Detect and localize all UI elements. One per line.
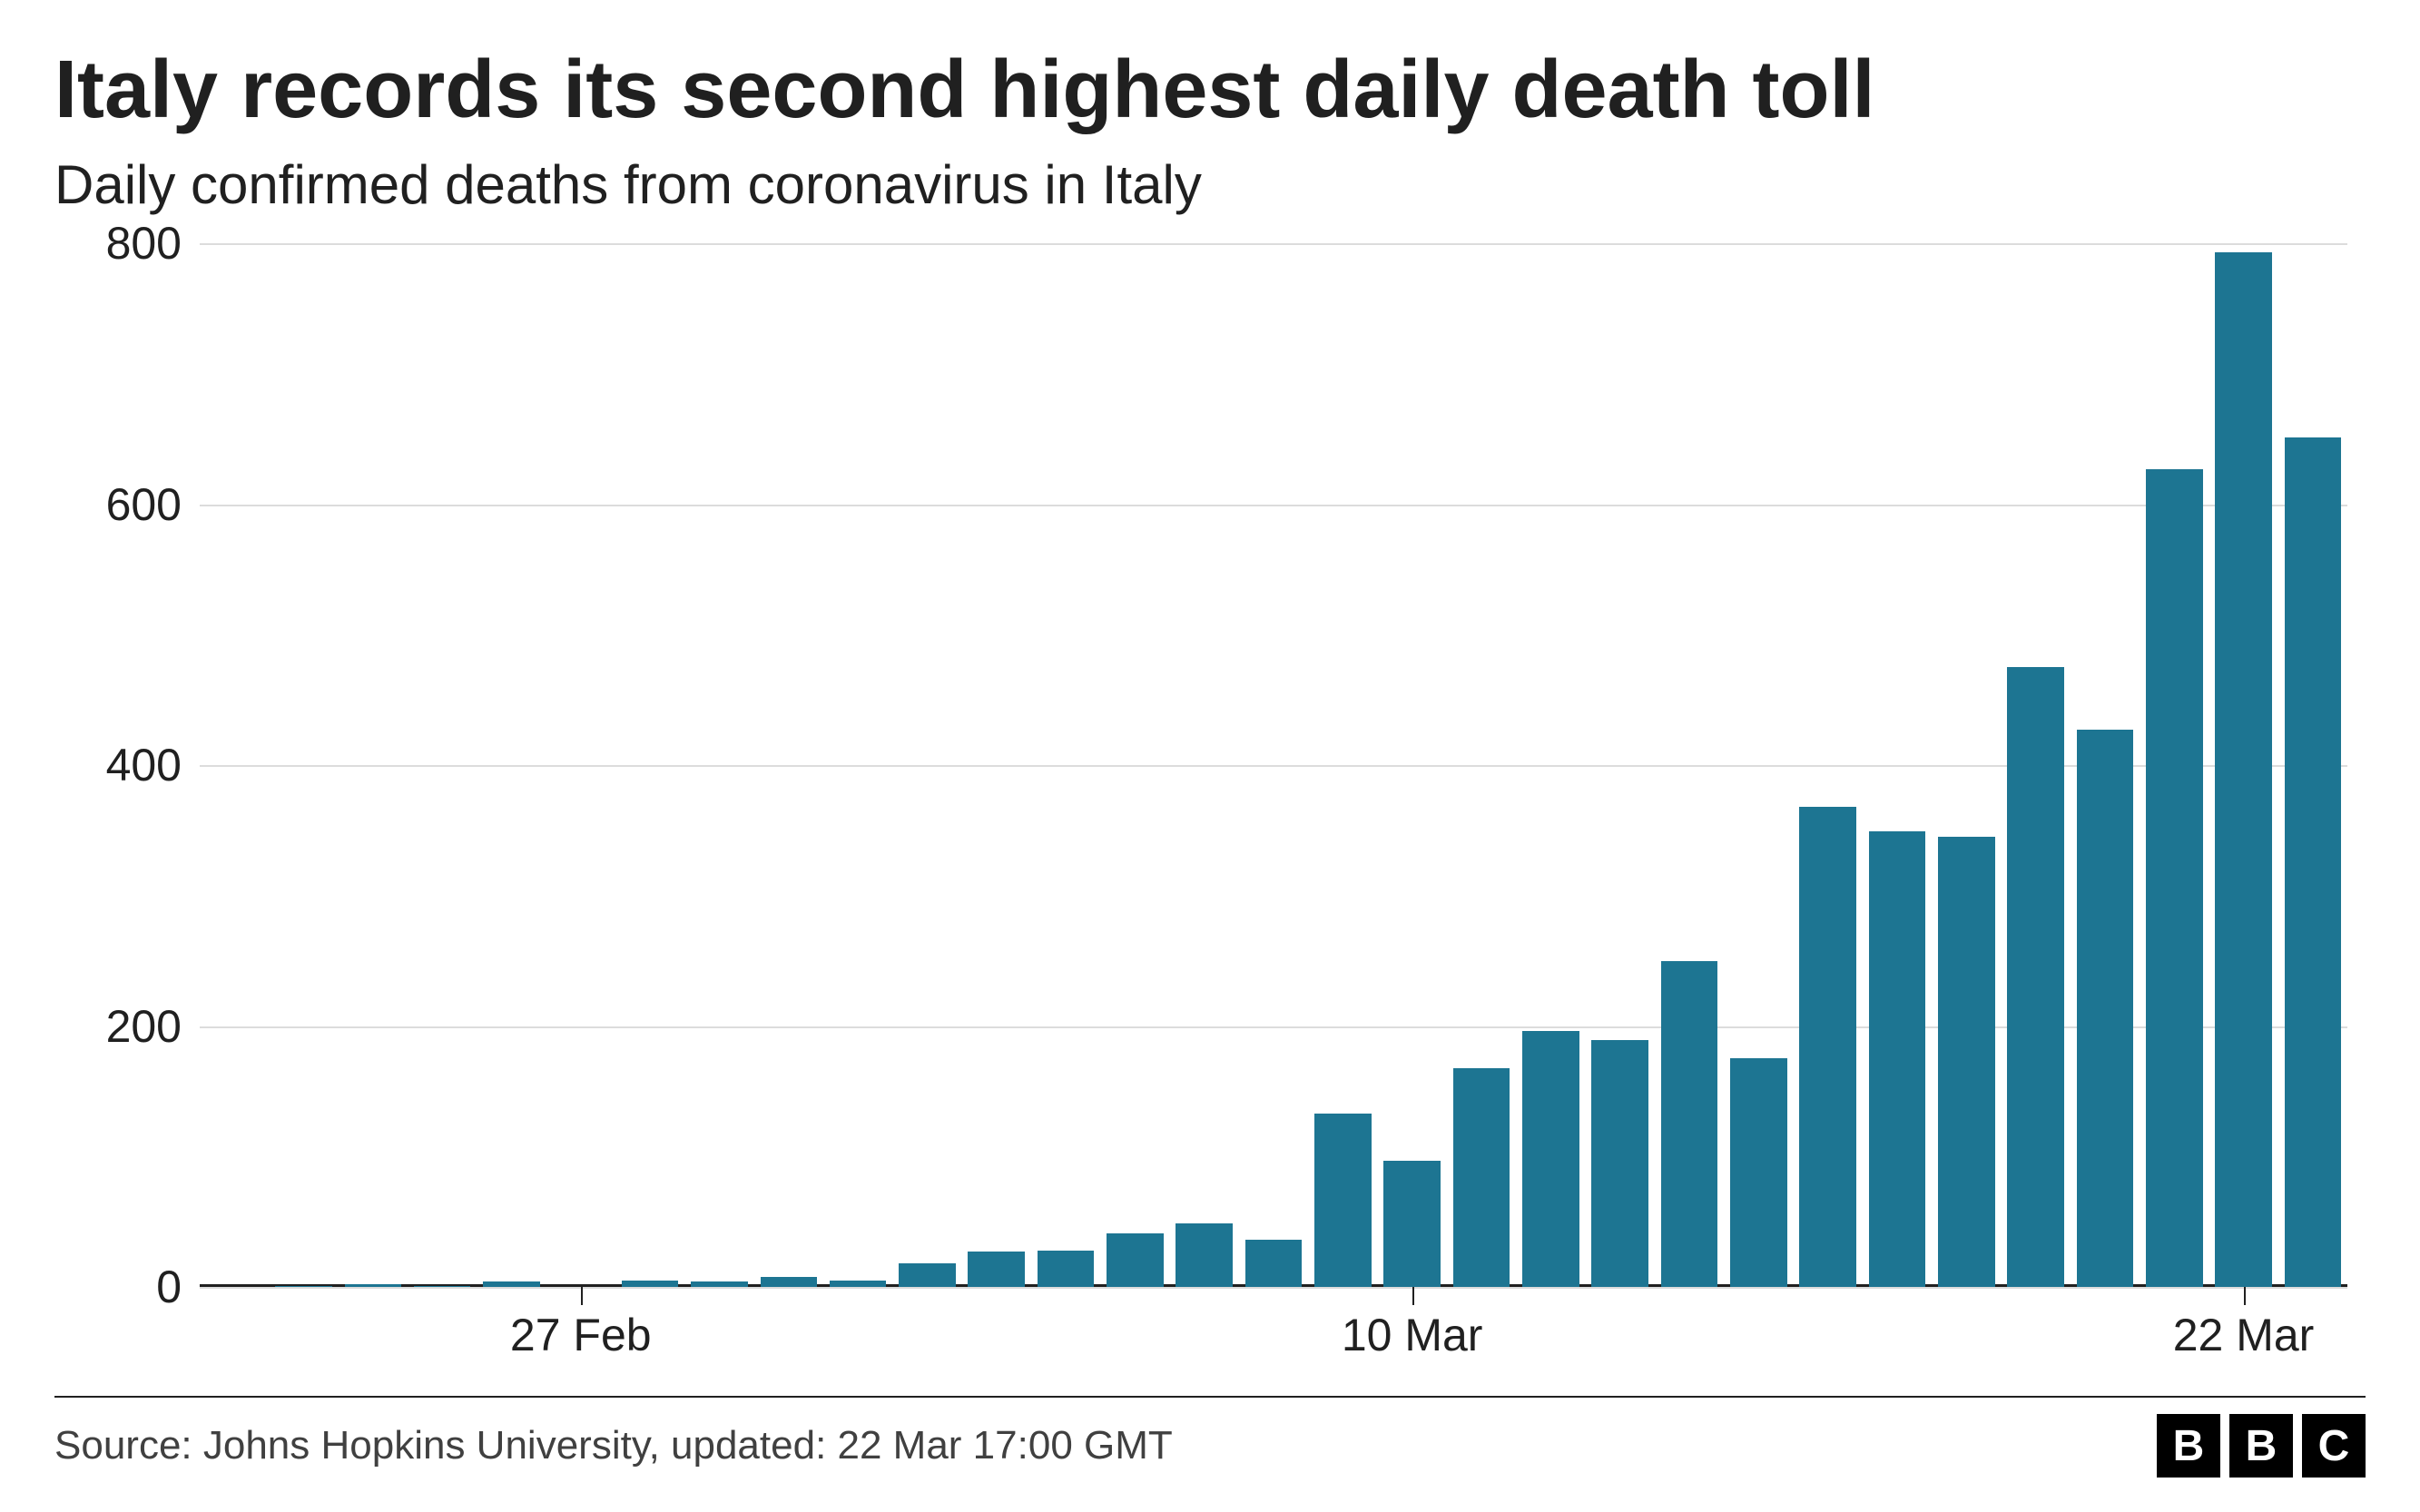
bar-slot [339, 243, 408, 1287]
y-axis: 0200400600800 [54, 243, 191, 1287]
y-tick-label: 800 [106, 217, 182, 270]
bar-slot [754, 243, 823, 1287]
bar [2285, 437, 2342, 1287]
x-tick-label: 27 Feb [510, 1309, 652, 1361]
bar-slot [1586, 243, 1655, 1287]
bar [1522, 1031, 1579, 1287]
bbc-logo: B B C [2157, 1414, 2366, 1478]
bar [1314, 1114, 1372, 1287]
bar [1038, 1251, 1095, 1287]
bar [622, 1281, 679, 1287]
bar [1938, 837, 1995, 1287]
bar-slot [892, 243, 961, 1287]
bar [2007, 667, 2064, 1287]
bbc-logo-letter: C [2302, 1414, 2366, 1478]
bar [1869, 831, 1926, 1287]
bar-slot [1516, 243, 1585, 1287]
bar-slot [269, 243, 338, 1287]
bar-slot [1447, 243, 1516, 1287]
bar-slot [1863, 243, 1932, 1287]
bbc-logo-letter: B [2157, 1414, 2220, 1478]
bar [1245, 1240, 1303, 1287]
bar-slot [823, 243, 892, 1287]
bar-slot [684, 243, 753, 1287]
chart-subtitle: Daily confirmed deaths from coronavirus … [54, 153, 2366, 216]
bar [830, 1281, 887, 1287]
bar [2215, 252, 2272, 1287]
bar-slot [546, 243, 615, 1287]
bar [2077, 730, 2134, 1287]
bar [1661, 961, 1718, 1287]
bar [2146, 469, 2203, 1287]
bar [1453, 1068, 1510, 1288]
x-tick [2244, 1287, 2246, 1305]
bar-slot [477, 243, 546, 1287]
bar-slot [1239, 243, 1308, 1287]
bar [1799, 807, 1856, 1287]
x-axis: 27 Feb 10 Mar 22 Mar [200, 1287, 2347, 1369]
bar [1383, 1161, 1441, 1287]
bar-slot [2071, 243, 2140, 1287]
y-tick-label: 0 [156, 1261, 182, 1313]
bar [1107, 1233, 1164, 1287]
bar-slot [1100, 243, 1169, 1287]
y-tick-label: 600 [106, 478, 182, 531]
bar-slot [1308, 243, 1377, 1287]
x-tick [581, 1287, 583, 1305]
chart-container: Italy records its second highest daily d… [0, 0, 2420, 1512]
plot-area: 0200400600800 [54, 243, 2366, 1287]
bar [1591, 1040, 1648, 1287]
bar-slot [2002, 243, 2071, 1287]
bar [899, 1263, 956, 1287]
source-text: Source: Johns Hopkins University, update… [54, 1423, 1173, 1468]
bar-slot [1170, 243, 1239, 1287]
bar-slot [1724, 243, 1793, 1287]
bars-group [200, 243, 2347, 1287]
bbc-logo-letter: B [2229, 1414, 2293, 1478]
x-tick [1412, 1287, 1414, 1305]
x-tick-label: 22 Mar [2173, 1309, 2315, 1361]
bar-slot [1378, 243, 1447, 1287]
bar [1730, 1058, 1787, 1287]
x-tick-label: 10 Mar [1342, 1309, 1483, 1361]
y-tick-label: 400 [106, 739, 182, 791]
bar-slot [1794, 243, 1863, 1287]
bar-slot [1655, 243, 1724, 1287]
bar [968, 1252, 1025, 1287]
bar-slot [962, 243, 1031, 1287]
chart-title: Italy records its second highest daily d… [54, 45, 2366, 135]
bar-slot [200, 243, 269, 1287]
bar-slot [615, 243, 684, 1287]
chart-footer: Source: Johns Hopkins University, update… [54, 1396, 2366, 1478]
bar-slot [408, 243, 477, 1287]
bar-slot [2209, 243, 2278, 1287]
bar [761, 1277, 818, 1288]
bar [1176, 1223, 1233, 1287]
y-tick-label: 200 [106, 1000, 182, 1053]
bar-slot [1031, 243, 1100, 1287]
bar-slot [2278, 243, 2347, 1287]
bar-slot [2140, 243, 2208, 1287]
bar-slot [1932, 243, 2001, 1287]
